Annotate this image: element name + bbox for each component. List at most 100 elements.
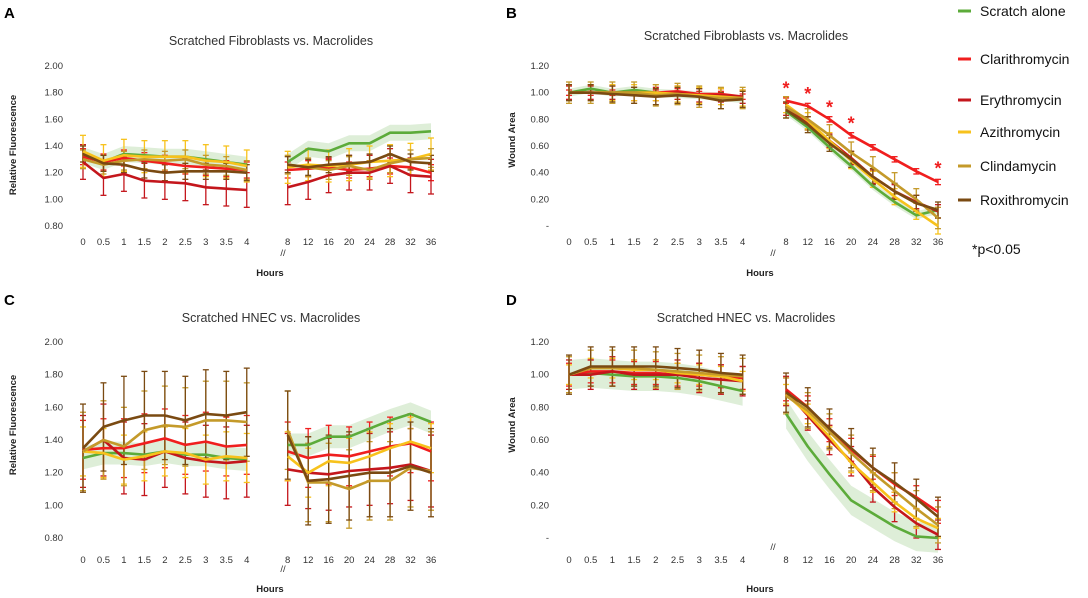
x-tick-label: 0.5 bbox=[584, 237, 597, 248]
x-axis-label: Hours bbox=[746, 584, 773, 595]
x-tick-label: 20 bbox=[846, 237, 857, 248]
legend-label: Clindamycin bbox=[980, 158, 1056, 174]
x-tick-label: 0 bbox=[566, 555, 571, 566]
legend-label: Azithromycin bbox=[980, 124, 1060, 140]
roxithromycin-line bbox=[785, 391, 939, 518]
x-tick-label: 16 bbox=[323, 237, 334, 248]
x-tick-label: 3 bbox=[203, 237, 208, 248]
y-tick-label: 1.60 bbox=[45, 114, 64, 125]
legend: Scratch alone Clarithromycin Erythromyci… bbox=[958, 3, 1069, 257]
azithromycin-line bbox=[82, 150, 248, 168]
x-tick-label: 12 bbox=[802, 237, 813, 248]
x-tick-label: 2.5 bbox=[179, 555, 192, 566]
x-tick-label: 2 bbox=[653, 555, 658, 566]
x-tick-label: 12 bbox=[303, 555, 314, 566]
clarithromycin-line bbox=[785, 99, 939, 184]
x-tick-label: 36 bbox=[426, 555, 437, 566]
panel-d: D Scratched HNEC vs. Macrolides Wound Ar… bbox=[506, 292, 943, 595]
y-tick-label: 0.40 bbox=[531, 168, 550, 179]
x-tick-label: 1 bbox=[610, 555, 615, 566]
y-tick-label: 1.80 bbox=[45, 370, 64, 381]
x-tick-label: 0 bbox=[80, 555, 85, 566]
y-tick-label: 1.00 bbox=[45, 194, 64, 205]
azithromycin-line bbox=[785, 393, 939, 530]
y-tick-label: 2.00 bbox=[45, 337, 64, 348]
legend-label: Roxithromycin bbox=[980, 192, 1069, 208]
erythromycin-line bbox=[287, 463, 432, 476]
x-tick-label: 8 bbox=[285, 237, 290, 248]
scratch-alone-line bbox=[286, 130, 432, 164]
y-tick-label: 1.40 bbox=[45, 141, 64, 152]
legend-label: Erythromycin bbox=[980, 92, 1062, 108]
x-tick-label: 8 bbox=[783, 237, 788, 248]
x-tick-label: 3.5 bbox=[220, 555, 233, 566]
y-tick-label: 1.00 bbox=[531, 88, 550, 99]
x-axis-label: Hours bbox=[256, 268, 283, 279]
x-tick-label: 2.5 bbox=[179, 237, 192, 248]
x-axis-label: Hours bbox=[256, 584, 283, 595]
x-tick-label: 0.5 bbox=[97, 237, 110, 248]
x-tick-label: 36 bbox=[426, 237, 437, 248]
panel-b: B Scratched Fibroblasts vs. Macrolides W… bbox=[506, 5, 943, 279]
x-tick-label: 2 bbox=[162, 237, 167, 248]
x-tick-label: 3.5 bbox=[220, 237, 233, 248]
y-tick-label: 1.20 bbox=[45, 168, 64, 179]
y-tick-label: 0.80 bbox=[45, 221, 64, 232]
x-tick-label: 3 bbox=[697, 555, 702, 566]
x-tick-label: 32 bbox=[405, 555, 416, 566]
chart-title: Scratched HNEC vs. Macrolides bbox=[182, 311, 361, 325]
significance-asterisk: * bbox=[848, 113, 855, 133]
x-tick-label: 24 bbox=[868, 555, 879, 566]
y-tick-label: 0.20 bbox=[531, 194, 550, 205]
panel-c: C Scratched HNEC vs. Macrolides Relative… bbox=[4, 292, 436, 595]
clindamycin-line bbox=[785, 394, 939, 526]
clindamycin-line bbox=[82, 419, 247, 453]
legend-label: Clarithromycin bbox=[980, 51, 1069, 67]
scratch-alone-line bbox=[287, 412, 432, 447]
y-axis-label: Relative Fluorescence bbox=[8, 95, 19, 195]
chart-title: Scratched HNEC vs. Macrolides bbox=[657, 311, 836, 325]
y-tick-label: 0.20 bbox=[531, 500, 550, 511]
x-tick-label: 24 bbox=[364, 237, 375, 248]
axis-break-mark: // bbox=[770, 248, 776, 259]
x-tick-label: 20 bbox=[846, 555, 857, 566]
erythromycin-line bbox=[287, 164, 432, 189]
roxithromycin-line bbox=[287, 152, 432, 169]
legend-label: Scratch alone bbox=[980, 3, 1066, 19]
azithromycin-line bbox=[82, 450, 247, 461]
panel-a-letter: A bbox=[4, 5, 15, 22]
x-tick-label: 28 bbox=[889, 237, 900, 248]
x-tick-label: 3 bbox=[697, 237, 702, 248]
y-tick-label: 1.60 bbox=[45, 402, 64, 413]
clindamycin-line bbox=[785, 106, 939, 219]
y-tick-label: 1.40 bbox=[45, 435, 64, 446]
scratch-alone-band bbox=[287, 123, 431, 170]
panel-b-letter: B bbox=[506, 5, 517, 22]
x-tick-label: 0.5 bbox=[97, 555, 110, 566]
significance-asterisk: * bbox=[783, 79, 790, 99]
x-tick-label: 4 bbox=[740, 555, 745, 566]
significance-footnote: *p<0.05 bbox=[972, 241, 1021, 257]
y-axis-label: Wound Area bbox=[507, 112, 518, 168]
x-tick-label: 36 bbox=[933, 555, 944, 566]
y-tick-label: 1.20 bbox=[531, 337, 550, 348]
y-tick-label: 1.20 bbox=[531, 61, 550, 72]
x-tick-label: 12 bbox=[802, 555, 813, 566]
x-tick-label: 1 bbox=[121, 555, 126, 566]
azithromycin-line bbox=[785, 103, 939, 228]
x-tick-label: 1.5 bbox=[628, 555, 641, 566]
x-tick-label: 24 bbox=[868, 237, 879, 248]
x-tick-label: 0.5 bbox=[584, 555, 597, 566]
x-tick-label: 16 bbox=[323, 555, 334, 566]
x-tick-label: 32 bbox=[911, 237, 922, 248]
y-tick-label: 0.40 bbox=[531, 468, 550, 479]
x-tick-label: 20 bbox=[344, 237, 355, 248]
significance-asterisk: * bbox=[934, 159, 941, 179]
panel-d-letter: D bbox=[506, 292, 517, 309]
y-tick-label: - bbox=[546, 533, 549, 544]
y-tick-label: 0.80 bbox=[531, 402, 550, 413]
y-tick-label: 1.00 bbox=[45, 500, 64, 511]
x-tick-label: 2 bbox=[653, 237, 658, 248]
scratch-alone-line bbox=[785, 110, 939, 217]
clarithromycin-line bbox=[82, 155, 247, 172]
